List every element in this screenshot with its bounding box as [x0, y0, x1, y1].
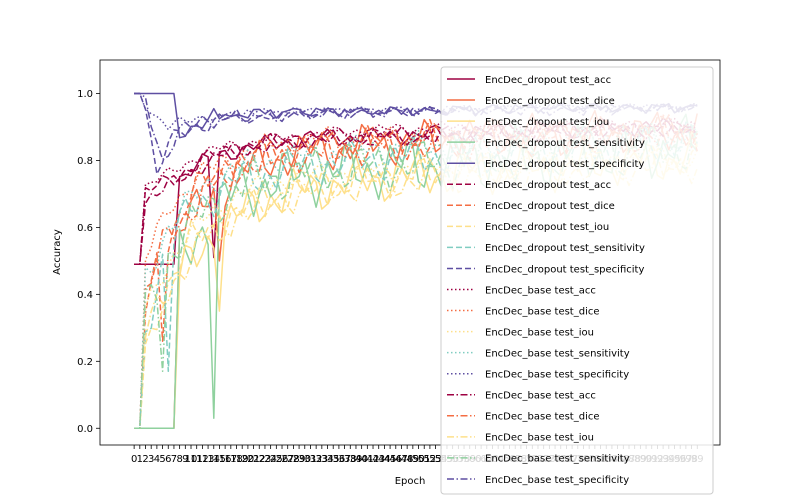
legend-label: EncDec_base test_acc — [485, 285, 596, 296]
x-tick-label: 6 — [165, 454, 171, 465]
x-tick-label: 38 — [344, 454, 357, 465]
x-tick-label: 42 — [367, 454, 380, 465]
x-tick-label: 19 — [236, 454, 249, 465]
x-tick-label: 29 — [293, 454, 306, 465]
x-tick-label: 2 — [142, 454, 148, 465]
x-tick-label: 32 — [310, 454, 323, 465]
series-line — [134, 117, 698, 265]
x-tick-label: 47 — [395, 454, 408, 465]
x-tick-label: 12 — [196, 454, 209, 465]
x-tick-label: 48 — [401, 454, 414, 465]
legend-label: EncDec_dropout test_dice — [485, 201, 615, 212]
x-tick-label: 22 — [253, 454, 266, 465]
x-tick-label: 50 — [412, 454, 425, 465]
x-tick-label: 35 — [327, 454, 340, 465]
x-tick-label: 44 — [378, 454, 391, 465]
x-tick-label: 3 — [148, 454, 154, 465]
x-tick-label: 40 — [355, 454, 368, 465]
x-tick-label: 49 — [406, 454, 419, 465]
x-tick-label: 34 — [321, 454, 334, 465]
series-line — [134, 122, 698, 430]
legend-label: EncDec_base test_dice — [485, 412, 600, 423]
x-tick-label: 5 — [159, 454, 165, 465]
legend-label: EncDec_base test_iou — [485, 433, 594, 444]
y-tick-label: 0.0 — [77, 424, 93, 435]
legend-label: EncDec_dropout test_acc — [485, 75, 611, 86]
legend-label: EncDec_dropout test_specificity — [485, 159, 644, 170]
x-tick-label: 25 — [270, 454, 283, 465]
x-tick-label: 7 — [171, 454, 177, 465]
legend-label: EncDec_base test_specificity — [485, 475, 629, 486]
x-tick-label: 15 — [213, 454, 226, 465]
x-tick-label: 4 — [154, 454, 160, 465]
x-tick-label: 24 — [264, 454, 277, 465]
y-tick-label: 1.0 — [77, 89, 93, 100]
x-tick-label: 21 — [247, 454, 260, 465]
x-tick-label: 14 — [207, 454, 220, 465]
legend-label: EncDec_dropout test_iou — [485, 222, 609, 233]
y-tick-label: 0.4 — [77, 290, 93, 301]
x-tick-label: 28 — [287, 454, 300, 465]
legend-box — [440, 66, 714, 495]
y-tick-label: 0.8 — [77, 156, 93, 167]
legend-label: EncDec_base test_acc — [485, 391, 596, 402]
x-tick-label: 26 — [276, 454, 289, 465]
x-tick-label: 27 — [281, 454, 294, 465]
x-tick-label: 10 — [185, 454, 198, 465]
x-tick-label: 16 — [219, 454, 232, 465]
y-tick-label: 0.2 — [77, 357, 93, 368]
legend-label: EncDec_dropout test_dice — [485, 96, 615, 107]
legend-label: EncDec_base test_dice — [485, 306, 600, 317]
x-tick-label: 17 — [224, 454, 237, 465]
x-tick-label: 51 — [418, 454, 431, 465]
x-tick-label: 39 — [350, 454, 363, 465]
x-tick-label: 36 — [333, 454, 346, 465]
x-tick-label: 13 — [202, 454, 215, 465]
x-tick-label: 1 — [137, 454, 143, 465]
y-tick-label: 0.6 — [77, 223, 93, 234]
x-tick-label: 45 — [384, 454, 397, 465]
legend-label: EncDec_dropout test_sensitivity — [485, 243, 645, 254]
series-line — [134, 145, 698, 430]
x-axis-label: Epoch — [395, 476, 426, 487]
x-tick-label: 18 — [230, 454, 243, 465]
x-tick-label: 31 — [304, 454, 317, 465]
legend-label: EncDec_dropout test_iou — [485, 117, 609, 128]
legend-label: EncDec_dropout test_acc — [485, 180, 611, 191]
x-tick-label: 23 — [259, 454, 272, 465]
x-tick-label: 52 — [424, 454, 437, 465]
x-tick-label: 37 — [338, 454, 351, 465]
x-tick-label: 33 — [315, 454, 328, 465]
x-tick-label: 30 — [298, 454, 311, 465]
x-tick-label: 0 — [131, 454, 137, 465]
y-axis: 0.0 0.2 0.4 0.6 0.8 1.0 — [77, 89, 100, 435]
legend-label: EncDec_base test_sensitivity — [485, 348, 630, 359]
x-tick-label: 46 — [389, 454, 402, 465]
x-tick-label: 11 — [190, 454, 203, 465]
x-tick-label: 43 — [372, 454, 385, 465]
x-tick-label: 20 — [242, 454, 255, 465]
legend-label: EncDec_dropout test_specificity — [485, 264, 644, 275]
legend-label: EncDec_base test_sensitivity — [485, 454, 630, 465]
y-axis-label: Accuracy — [52, 229, 63, 275]
legend-label: EncDec_dropout test_sensitivity — [485, 138, 645, 149]
x-tick-label: 53 — [429, 454, 442, 465]
x-tick-label: 8 — [176, 454, 182, 465]
legend-label: EncDec_base test_iou — [485, 327, 594, 338]
legend: EncDec_dropout test_acc EncDec_dropout te… — [440, 66, 714, 495]
x-tick-label: 41 — [361, 454, 374, 465]
legend-label: EncDec_base test_specificity — [485, 370, 629, 381]
x-tick-label: 9 — [182, 454, 188, 465]
